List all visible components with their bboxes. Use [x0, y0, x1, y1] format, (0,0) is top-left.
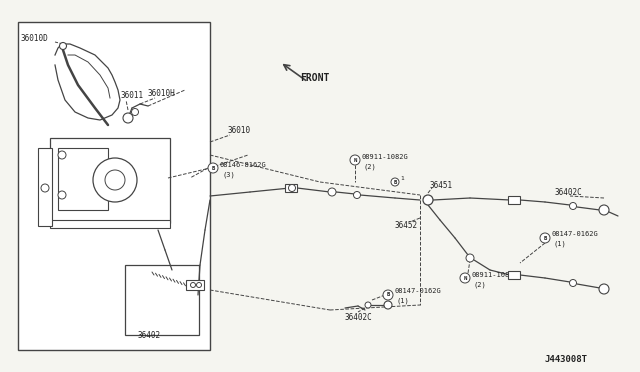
Text: N: N [353, 157, 356, 163]
Circle shape [599, 284, 609, 294]
Text: B: B [387, 292, 390, 298]
Circle shape [423, 195, 433, 205]
Text: 36402C: 36402C [345, 314, 372, 323]
Text: B: B [394, 180, 397, 185]
Text: 1: 1 [400, 176, 404, 180]
Bar [58, 148, 108, 210]
Text: 36011: 36011 [120, 90, 143, 99]
Circle shape [384, 301, 392, 309]
Text: B: B [211, 166, 214, 170]
Circle shape [93, 158, 137, 202]
Circle shape [58, 191, 66, 199]
Circle shape [383, 290, 393, 300]
Circle shape [58, 151, 66, 159]
Circle shape [391, 178, 399, 186]
Circle shape [196, 282, 202, 288]
Text: 36010H: 36010H [148, 89, 176, 97]
Text: 08147-0162G: 08147-0162G [395, 288, 442, 294]
Text: (1): (1) [554, 241, 567, 247]
Bar [18, 22, 210, 350]
Circle shape [41, 184, 49, 192]
Circle shape [60, 42, 67, 49]
Text: N: N [463, 276, 467, 280]
Circle shape [191, 282, 195, 288]
Text: (3): (3) [222, 172, 235, 178]
Bar [50, 220, 170, 228]
Text: (1): (1) [397, 298, 410, 304]
Bar [125, 265, 199, 335]
Bar [285, 184, 297, 192]
Bar [38, 148, 52, 226]
Text: 36451: 36451 [430, 180, 453, 189]
Circle shape [350, 155, 360, 165]
Bar [508, 196, 520, 204]
Text: B: B [543, 235, 547, 241]
Circle shape [105, 170, 125, 190]
Circle shape [353, 192, 360, 199]
Bar [508, 271, 520, 279]
Circle shape [570, 279, 577, 286]
Text: 36402: 36402 [138, 330, 161, 340]
Bar [186, 280, 204, 290]
Circle shape [570, 202, 577, 209]
Circle shape [208, 163, 218, 173]
Text: 36010D: 36010D [20, 33, 48, 42]
Circle shape [599, 205, 609, 215]
Circle shape [289, 185, 296, 192]
Text: FRONT: FRONT [300, 73, 330, 83]
Circle shape [328, 188, 336, 196]
Bar [50, 138, 170, 223]
Text: 36010: 36010 [228, 125, 251, 135]
Text: 08911-1082G: 08911-1082G [472, 272, 519, 278]
Circle shape [131, 109, 138, 115]
Text: J443008T: J443008T [545, 356, 588, 365]
Text: (2): (2) [474, 282, 487, 288]
Text: 08911-1082G: 08911-1082G [362, 154, 409, 160]
Circle shape [123, 113, 133, 123]
Text: 36452: 36452 [395, 221, 418, 230]
Text: (2): (2) [364, 164, 377, 170]
Circle shape [460, 273, 470, 283]
Text: 08146-8162G: 08146-8162G [220, 162, 267, 168]
Text: 36402C: 36402C [555, 187, 583, 196]
Circle shape [540, 233, 550, 243]
Circle shape [466, 254, 474, 262]
Text: 08147-0162G: 08147-0162G [552, 231, 599, 237]
Circle shape [365, 302, 371, 308]
